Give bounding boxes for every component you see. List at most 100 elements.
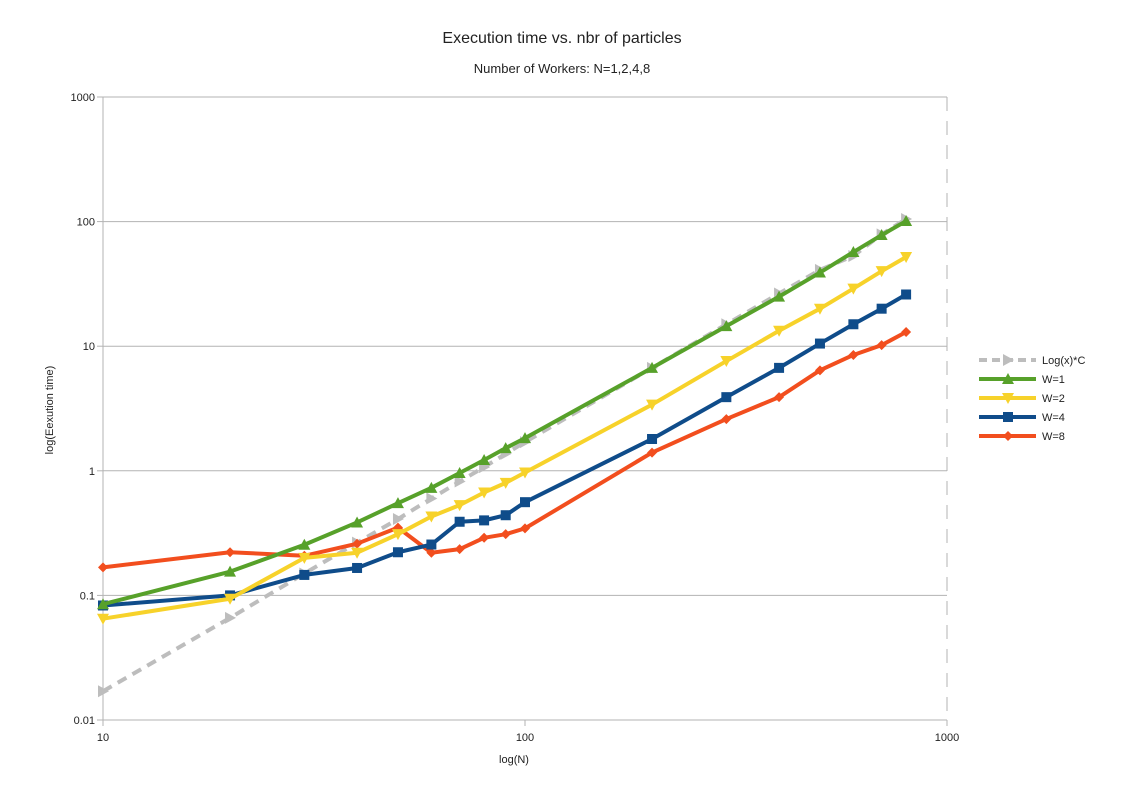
data-point bbox=[97, 598, 109, 610]
data-point bbox=[519, 467, 531, 479]
data-point bbox=[721, 392, 732, 403]
data-point bbox=[351, 547, 364, 559]
data-point bbox=[500, 510, 511, 521]
data-point bbox=[479, 515, 490, 526]
data-point bbox=[352, 562, 363, 573]
series-Log(x)*C bbox=[98, 212, 913, 698]
legend-label: W=4 bbox=[1042, 412, 1065, 424]
series-line bbox=[102, 255, 908, 621]
data-point bbox=[391, 497, 404, 509]
data-point bbox=[519, 432, 531, 444]
chart-subtitle: Number of Workers: N=1,2,4,8 bbox=[474, 61, 650, 76]
legend-item: W=4 bbox=[979, 412, 1065, 424]
data-point bbox=[901, 289, 912, 300]
data-point bbox=[499, 442, 512, 454]
data-point bbox=[454, 544, 465, 555]
data-point bbox=[900, 251, 913, 263]
data-point bbox=[876, 303, 887, 314]
x-axis-label: log(N) bbox=[499, 754, 529, 766]
data-point bbox=[453, 500, 466, 512]
data-point bbox=[646, 399, 659, 411]
x-tick-label: 100 bbox=[516, 732, 534, 744]
legend-marker bbox=[1002, 373, 1014, 384]
data-point bbox=[499, 477, 512, 489]
data-point bbox=[721, 414, 732, 425]
legend-label: W=8 bbox=[1042, 431, 1065, 443]
series-W=1 bbox=[97, 215, 913, 610]
data-point bbox=[478, 454, 491, 466]
legend-item: W=1 bbox=[979, 373, 1065, 386]
data-point bbox=[848, 319, 859, 330]
data-point bbox=[720, 320, 733, 332]
data-point bbox=[847, 283, 860, 295]
series-line bbox=[102, 219, 908, 607]
data-point bbox=[813, 303, 826, 315]
plot-area bbox=[97, 212, 913, 698]
x-tick-label: 1000 bbox=[935, 732, 959, 744]
y-tick-label: 10 bbox=[83, 341, 95, 353]
data-point bbox=[425, 511, 438, 523]
y-tick-label: 100 bbox=[77, 217, 95, 229]
data-point bbox=[224, 565, 237, 577]
data-point bbox=[773, 325, 786, 337]
data-point bbox=[847, 246, 860, 258]
data-point bbox=[453, 467, 466, 479]
data-point bbox=[351, 516, 364, 528]
data-point bbox=[426, 492, 438, 505]
data-point bbox=[478, 487, 491, 499]
data-point bbox=[454, 516, 465, 527]
data-point bbox=[392, 547, 403, 558]
data-point bbox=[97, 613, 109, 625]
legend-label: W=1 bbox=[1042, 374, 1065, 386]
data-point bbox=[426, 539, 437, 550]
data-point bbox=[647, 447, 658, 458]
data-point bbox=[647, 433, 658, 444]
data-point bbox=[98, 562, 108, 573]
y-tick-label: 1000 bbox=[71, 92, 95, 104]
data-point bbox=[224, 593, 237, 605]
data-point bbox=[774, 362, 785, 373]
data-point bbox=[98, 685, 109, 698]
legend-marker bbox=[1003, 412, 1013, 422]
data-point bbox=[299, 569, 310, 580]
y-tick-label: 0.01 bbox=[74, 715, 95, 727]
data-point bbox=[520, 497, 530, 508]
data-point bbox=[225, 547, 236, 558]
data-point bbox=[298, 552, 311, 564]
series-W=4 bbox=[98, 289, 912, 611]
y-axis-label: log(Eexution time) bbox=[44, 366, 56, 455]
legend-marker bbox=[1003, 354, 1014, 366]
data-point bbox=[426, 547, 437, 558]
data-point bbox=[298, 538, 311, 550]
data-point bbox=[392, 513, 404, 526]
legend-item: Log(x)*C bbox=[979, 354, 1085, 367]
legend-label: Log(x)*C bbox=[1042, 355, 1085, 367]
axis-ticks: 0.01 0.1 1 10 100 1000 10 100 1000 bbox=[71, 92, 960, 744]
data-point bbox=[900, 215, 913, 227]
data-point bbox=[646, 361, 659, 373]
x-tick-label: 10 bbox=[97, 732, 109, 744]
data-point bbox=[848, 349, 859, 360]
legend-item: W=8 bbox=[979, 431, 1065, 443]
data-point bbox=[454, 475, 466, 488]
data-point bbox=[391, 529, 404, 541]
legend-marker bbox=[1002, 393, 1014, 404]
data-point bbox=[479, 532, 490, 543]
legend-item: W=2 bbox=[979, 393, 1065, 405]
data-point bbox=[875, 229, 888, 241]
data-point bbox=[814, 338, 825, 349]
y-tick-label: 0.1 bbox=[80, 590, 95, 602]
data-point bbox=[774, 392, 785, 403]
data-point bbox=[876, 340, 887, 351]
legend: Log(x)*C W=1 W=2 W=4 W=8 bbox=[979, 354, 1085, 443]
data-point bbox=[225, 611, 237, 624]
data-point bbox=[720, 356, 733, 368]
series-W=2 bbox=[97, 251, 913, 625]
data-point bbox=[813, 266, 826, 278]
data-point bbox=[814, 365, 825, 376]
data-point bbox=[901, 327, 912, 338]
data-point bbox=[500, 529, 511, 540]
chart-title: Execution time vs. nbr of particles bbox=[442, 30, 681, 47]
data-point bbox=[520, 523, 530, 534]
